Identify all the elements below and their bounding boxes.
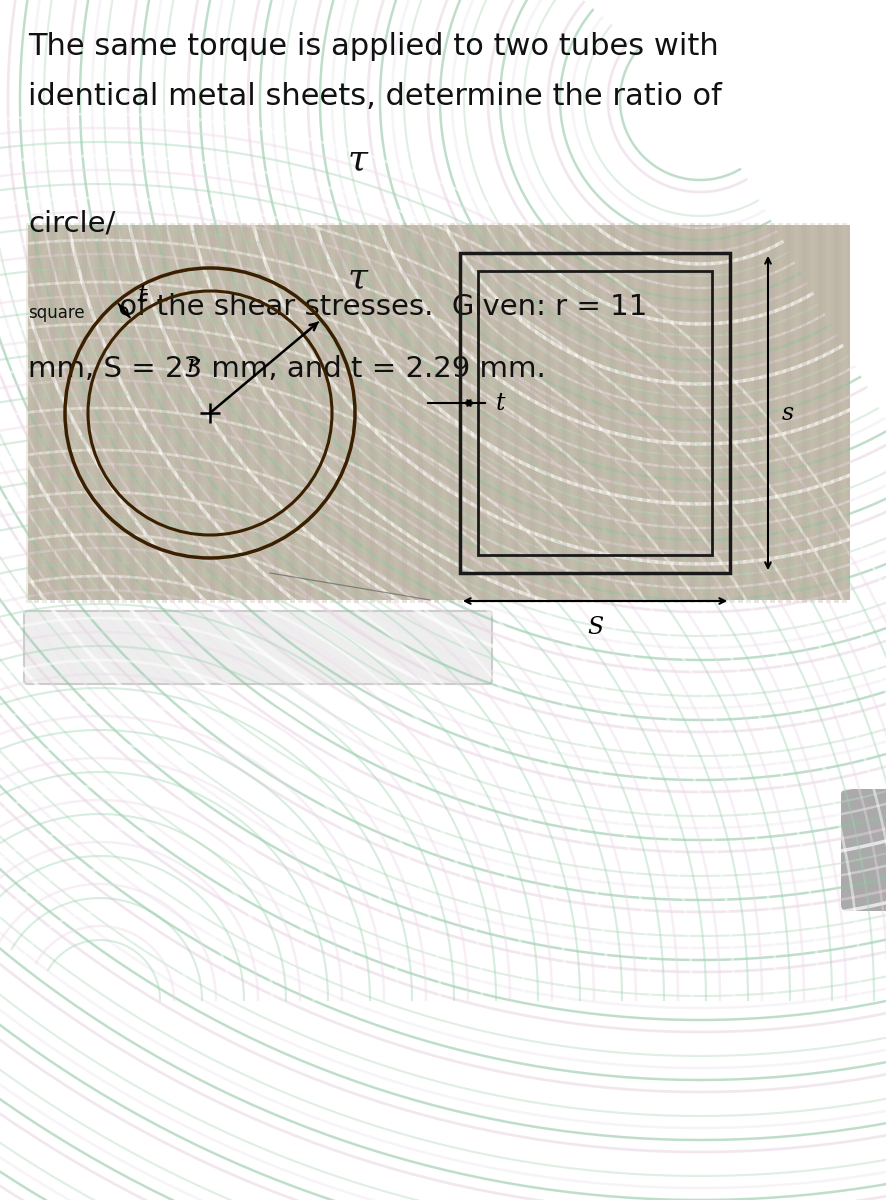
Text: t: t <box>496 391 506 414</box>
Text: r: r <box>186 354 198 377</box>
FancyBboxPatch shape <box>24 611 492 684</box>
Text: The same torque is applied to two tubes with: The same torque is applied to two tubes … <box>28 32 719 61</box>
Text: S: S <box>587 616 603 638</box>
Bar <box>478 271 712 554</box>
Text: circle/: circle/ <box>28 210 115 238</box>
Text: square: square <box>28 304 85 322</box>
Text: of the shear stresses.  Given: r = 11: of the shear stresses. Given: r = 11 <box>110 293 648 320</box>
Text: s: s <box>782 402 794 425</box>
Text: identical metal sheets, determine the ratio of: identical metal sheets, determine the ra… <box>28 82 722 110</box>
FancyBboxPatch shape <box>841 790 886 911</box>
Text: t: t <box>137 284 147 307</box>
Text: τ: τ <box>348 142 368 176</box>
Bar <box>28 226 850 600</box>
Text: τ: τ <box>348 260 368 294</box>
Bar <box>460 253 730 572</box>
Text: mm, S = 23 mm, and t = 2.29 mm.: mm, S = 23 mm, and t = 2.29 mm. <box>28 355 546 383</box>
